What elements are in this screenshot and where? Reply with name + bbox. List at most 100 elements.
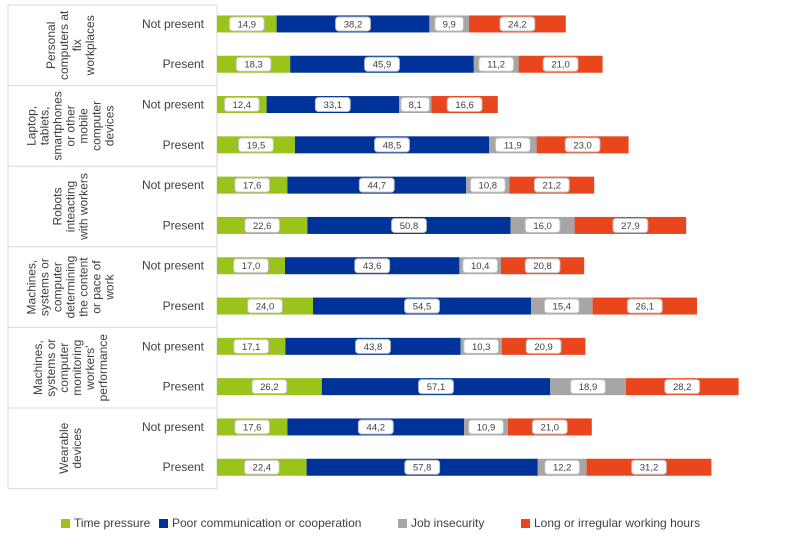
data-label-box bbox=[525, 338, 562, 354]
group-label-line: workers' bbox=[83, 346, 97, 391]
data-label: 16,0 bbox=[533, 221, 552, 232]
group-label-line: work bbox=[103, 273, 117, 300]
data-label-box bbox=[404, 298, 440, 314]
data-label-box bbox=[233, 258, 269, 274]
group-label-line: devices bbox=[103, 106, 117, 147]
data-label-box bbox=[462, 258, 499, 274]
data-label: 27,9 bbox=[621, 221, 640, 232]
data-label-box bbox=[524, 258, 561, 274]
data-label: 18,9 bbox=[579, 382, 598, 393]
row-label: Not present bbox=[142, 17, 205, 31]
data-label: 28,2 bbox=[673, 382, 692, 393]
data-label: 11,2 bbox=[487, 60, 505, 71]
row-label: Present bbox=[163, 138, 205, 152]
data-label: 17,0 bbox=[242, 261, 261, 272]
data-label: 16,6 bbox=[455, 100, 474, 111]
data-label-box bbox=[468, 419, 504, 435]
data-label-box bbox=[570, 379, 606, 395]
data-label: 20,8 bbox=[533, 261, 552, 272]
row-label: Present bbox=[163, 460, 205, 474]
data-label-box bbox=[664, 379, 701, 395]
data-label: 24,2 bbox=[508, 19, 527, 30]
group-label-line: the content bbox=[77, 257, 91, 317]
data-label-box bbox=[358, 177, 395, 193]
data-label-box bbox=[223, 97, 260, 113]
data-label-box bbox=[235, 56, 272, 72]
data-label: 26,2 bbox=[260, 382, 279, 393]
group-label-line: Laptop, bbox=[25, 106, 39, 146]
row-label: Present bbox=[163, 380, 205, 394]
data-label-box bbox=[374, 137, 410, 153]
legend-swatch-icon bbox=[159, 518, 168, 528]
data-label-box bbox=[238, 137, 274, 153]
data-label-box bbox=[533, 177, 570, 193]
data-label-box bbox=[355, 338, 391, 354]
group-label-line: computer bbox=[51, 262, 65, 312]
data-label-box bbox=[228, 16, 265, 32]
legend-label: Poor communication or cooperation bbox=[172, 516, 362, 530]
group-label: Wearabledevices bbox=[57, 422, 84, 473]
group-label-line: fix bbox=[70, 39, 84, 51]
legend-swatch-icon bbox=[61, 518, 70, 528]
data-label-box bbox=[542, 56, 579, 72]
legend-item-job-insecurity: Job insecurity bbox=[398, 516, 484, 530]
group-label-line: devices bbox=[70, 428, 84, 469]
row-label: Not present bbox=[142, 420, 205, 434]
data-label-box bbox=[463, 338, 500, 354]
data-label-box bbox=[234, 177, 271, 193]
data-label: 44,2 bbox=[367, 422, 386, 433]
row-label: Present bbox=[163, 57, 205, 71]
data-label: 22,4 bbox=[253, 463, 272, 474]
row-label: Present bbox=[163, 299, 205, 313]
data-label: 10,8 bbox=[479, 181, 498, 192]
group-label-line: monitoring bbox=[70, 340, 84, 396]
data-label-box bbox=[357, 419, 394, 435]
data-label: 38,2 bbox=[344, 19, 363, 30]
data-label: 21,0 bbox=[551, 60, 570, 71]
data-label: 10,3 bbox=[472, 342, 491, 353]
group-label-line: or other bbox=[64, 105, 78, 146]
group-label: Laptop,tablets,smartphonesor othermobile… bbox=[25, 91, 117, 160]
data-label: 50,8 bbox=[400, 221, 419, 232]
group-label-line: Machines, bbox=[25, 260, 39, 315]
data-label: 57,1 bbox=[427, 382, 446, 393]
group-label-line: tablets, bbox=[38, 107, 52, 146]
data-label: 23,0 bbox=[573, 140, 592, 151]
data-label: 43,6 bbox=[363, 261, 382, 272]
row-label: Not present bbox=[142, 178, 205, 192]
data-label: 17,6 bbox=[243, 181, 262, 192]
group-label-line: Machines, bbox=[31, 340, 45, 395]
data-label-box bbox=[631, 459, 667, 475]
data-label: 11,9 bbox=[504, 140, 522, 151]
group-label-line: performance bbox=[96, 334, 110, 402]
legend-item-time-pressure: Time pressure bbox=[61, 516, 150, 530]
group-label-line: systems or bbox=[44, 339, 58, 397]
group-label-line: computer bbox=[90, 101, 104, 151]
data-label: 57,8 bbox=[413, 463, 432, 474]
data-label: 26,1 bbox=[636, 302, 655, 313]
data-label: 17,1 bbox=[242, 342, 261, 353]
data-label-box bbox=[469, 177, 506, 193]
data-label-box bbox=[499, 16, 536, 32]
data-label: 14,9 bbox=[238, 19, 257, 30]
group-label-line: inteacting bbox=[64, 181, 78, 232]
group-label-line: or pace of bbox=[90, 260, 104, 314]
group-label-line: smartphones bbox=[51, 91, 65, 160]
data-label: 21,2 bbox=[543, 181, 562, 192]
data-label-box bbox=[494, 137, 531, 153]
data-label-box bbox=[564, 137, 601, 153]
data-label: 8,1 bbox=[409, 100, 422, 111]
group-label-line: Wearable bbox=[57, 422, 71, 473]
data-label: 12,4 bbox=[233, 100, 252, 111]
group-label: Personalcomputers atfixworkplaces bbox=[44, 10, 97, 80]
data-label-box bbox=[400, 97, 430, 113]
data-label: 10,9 bbox=[477, 422, 496, 433]
legend-item-long-hours: Long or irregular working hours bbox=[521, 516, 700, 530]
legend-label: Job insecurity bbox=[411, 516, 485, 530]
data-label-box bbox=[478, 56, 515, 72]
data-label: 54,5 bbox=[413, 302, 432, 313]
group-label-line: workplaces bbox=[83, 15, 97, 76]
legend-item-poor-communication: Poor communication or cooperation bbox=[159, 516, 361, 530]
data-label-box bbox=[354, 258, 391, 274]
